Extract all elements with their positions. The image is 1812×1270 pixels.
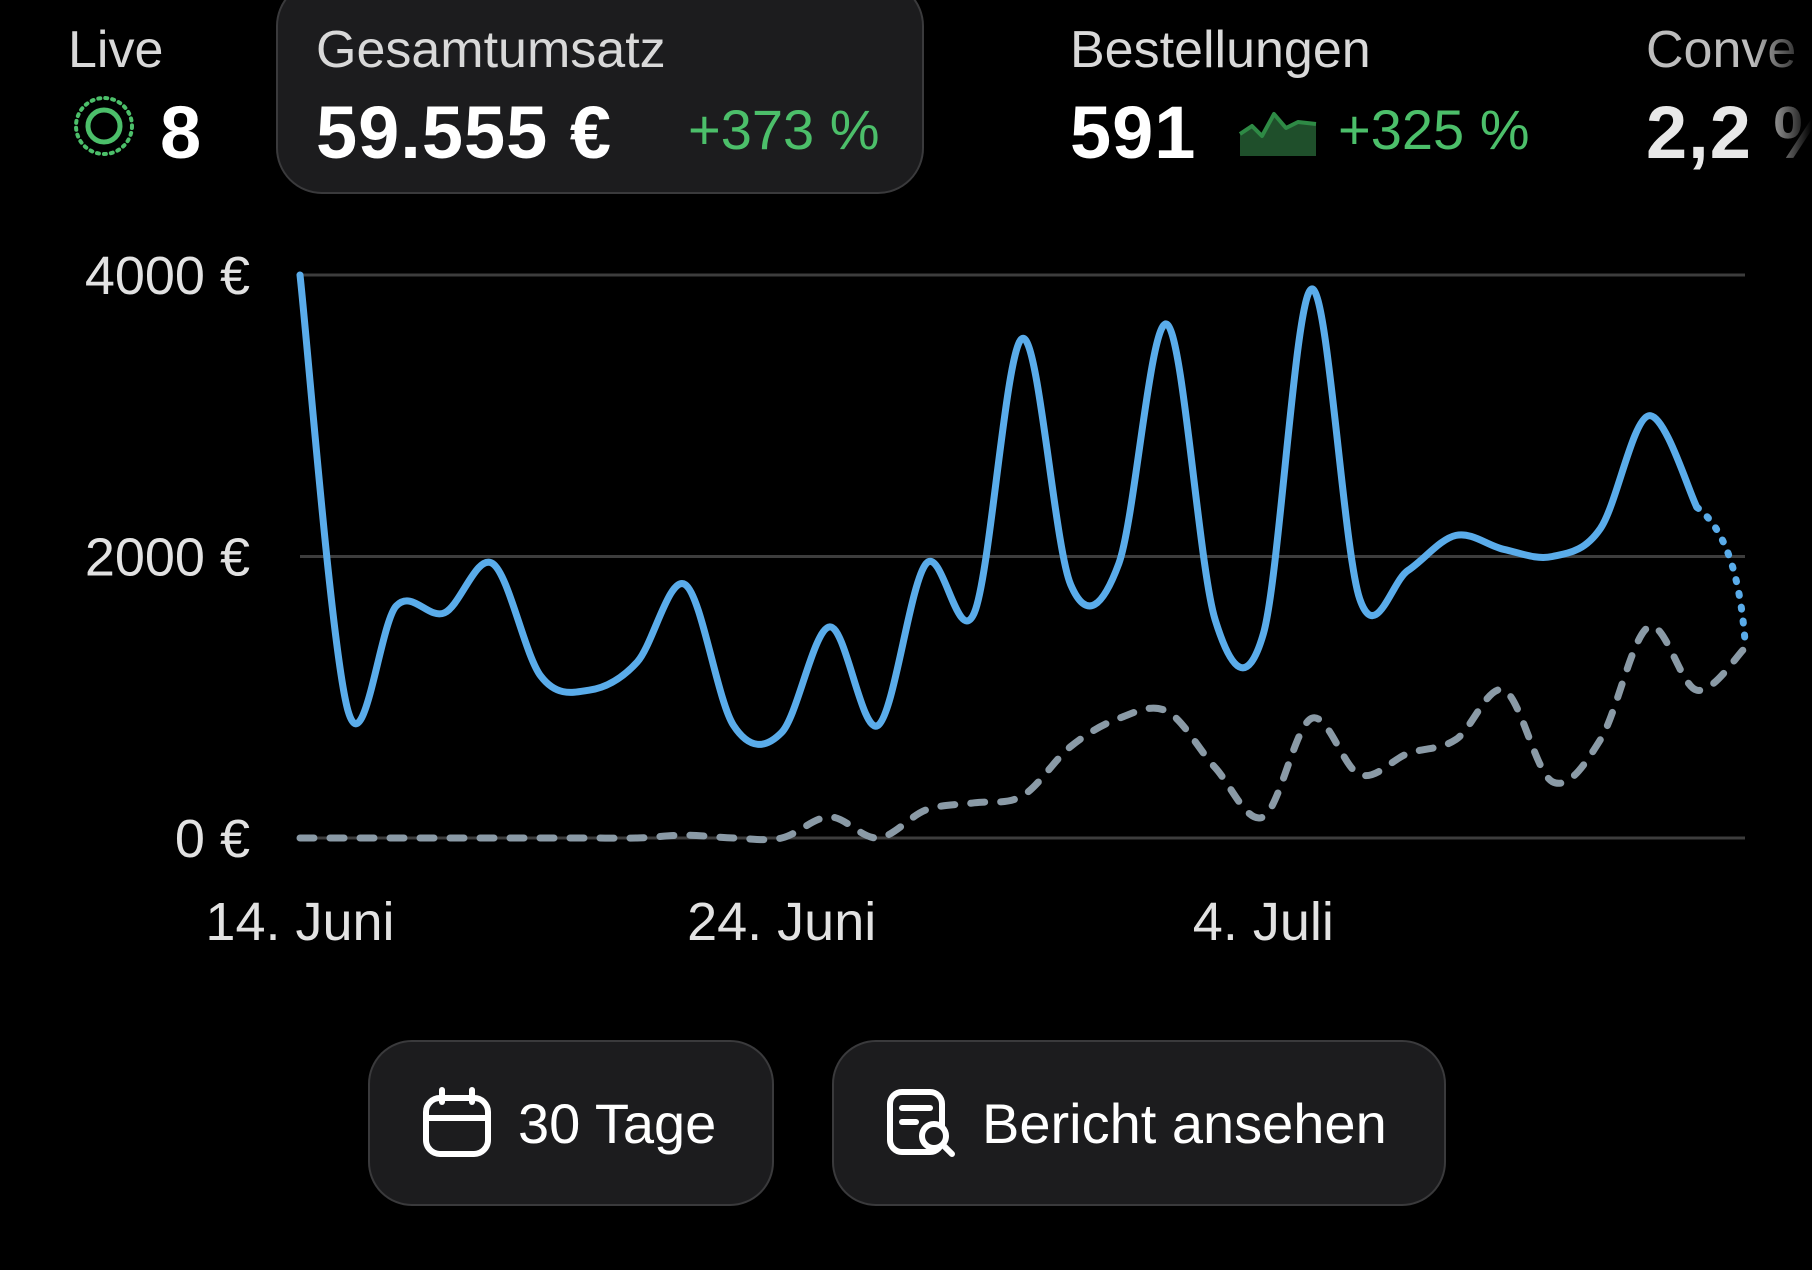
orders-change: +325 %	[1338, 98, 1530, 161]
x-tick-label: 4. Juli	[1193, 892, 1334, 952]
revenue-change: +373 %	[688, 98, 880, 161]
revenue-chart[interactable]: 4000 € 2000 € 0 € 14. Juni 24. Juni 4. Juli	[0, 230, 1812, 990]
view-report-button[interactable]: Bericht ansehen	[832, 1040, 1446, 1206]
report-search-icon	[887, 1089, 955, 1157]
current-period-line	[296, 271, 1701, 748]
orders-value: 591	[1070, 91, 1197, 174]
revenue-label: Gesamtumsatz	[316, 21, 666, 79]
y-tick-label: 2000 €	[85, 528, 250, 588]
edge-fade	[1752, 0, 1812, 180]
x-axis-labels: 14. Juni 24. Juni 4. Juli	[205, 892, 1333, 952]
live-pulse-icon	[74, 96, 134, 156]
current-period-projection	[1693, 503, 1749, 645]
x-tick-label: 24. Juni	[687, 892, 876, 952]
y-axis-labels: 4000 € 2000 € 0 €	[85, 246, 250, 869]
x-tick-label: 14. Juni	[205, 892, 394, 952]
calendar-icon	[423, 1087, 491, 1157]
y-tick-label: 0 €	[175, 809, 250, 869]
orders-label: Bestellungen	[1070, 21, 1371, 79]
chart-series	[296, 271, 1749, 844]
live-value: 8	[160, 91, 203, 174]
sparkline-icon	[1238, 112, 1317, 156]
live-label: Live	[68, 21, 164, 79]
revenue-value: 59.555 €	[316, 91, 613, 174]
y-tick-label: 4000 €	[85, 246, 250, 306]
period-button-label: 30 Tage	[518, 1091, 717, 1155]
view-report-button-label: Bericht ansehen	[982, 1091, 1387, 1155]
period-button[interactable]: 30 Tage	[368, 1040, 774, 1206]
previous-period-line	[296, 622, 1749, 844]
revenue-metric-card[interactable]	[276, 0, 924, 194]
